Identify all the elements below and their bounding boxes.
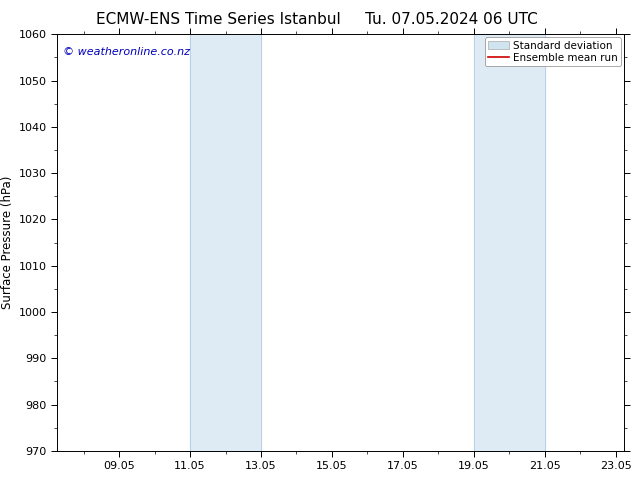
Text: © weatheronline.co.nz: © weatheronline.co.nz	[63, 47, 190, 57]
Text: ECMW-ENS Time Series Istanbul     Tu. 07.05.2024 06 UTC: ECMW-ENS Time Series Istanbul Tu. 07.05.…	[96, 12, 538, 27]
Bar	[474, 34, 545, 451]
Legend: Standard deviation, Ensemble mean run: Standard deviation, Ensemble mean run	[486, 37, 621, 66]
Bar	[190, 34, 261, 451]
Y-axis label: Surface Pressure (hPa): Surface Pressure (hPa)	[1, 176, 15, 309]
